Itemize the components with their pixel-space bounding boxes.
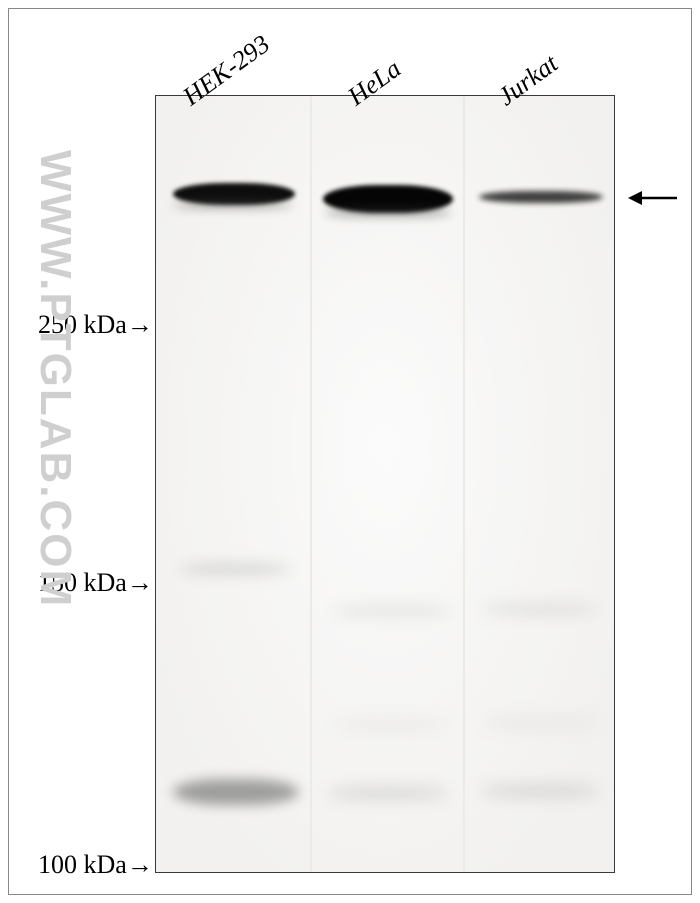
mw-marker-label: 100 kDa→ (38, 850, 153, 880)
wb-band (333, 721, 451, 729)
wb-band (173, 779, 299, 805)
lane-separator (310, 96, 312, 872)
wb-band (179, 564, 291, 574)
wb-band (333, 607, 451, 615)
wb-band (479, 191, 603, 203)
wb-band (325, 209, 451, 216)
wb-band (481, 719, 599, 727)
wb-band (173, 202, 293, 208)
blot-membrane (155, 95, 615, 873)
wb-band (327, 787, 449, 799)
figure-stage: HEK-293HeLaJurkat 250 kDa→150 kDa→100 kD… (0, 0, 700, 903)
target-band-arrow (628, 186, 678, 210)
wb-band (479, 785, 601, 797)
lane-separator (463, 96, 465, 872)
watermark-text: WWW.PTGLAB.COM (30, 150, 80, 608)
wb-band (481, 605, 599, 613)
